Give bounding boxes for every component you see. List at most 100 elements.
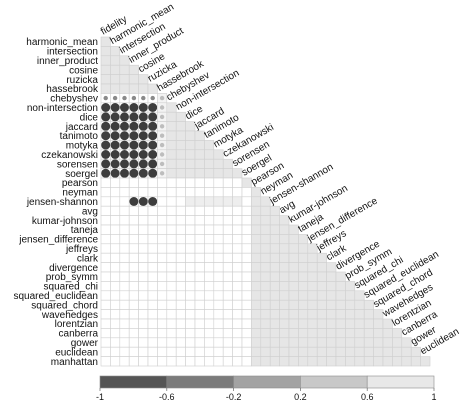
matrix-cell <box>251 328 262 339</box>
matrix-cell <box>166 281 177 292</box>
matrix-cell <box>157 281 168 292</box>
matrix-cell <box>279 234 290 245</box>
legend-tick-label: 1 <box>431 392 436 402</box>
matrix-cell <box>213 271 224 282</box>
matrix-cell <box>185 205 196 216</box>
matrix-cell <box>279 356 290 367</box>
matrix-cell <box>147 234 158 245</box>
matrix-cell <box>288 290 299 301</box>
matrix-cell <box>307 318 318 329</box>
matrix-cell <box>298 328 309 339</box>
correlation-marker <box>159 133 165 138</box>
matrix-cell <box>363 318 374 329</box>
matrix-cell <box>110 74 121 85</box>
matrix-cell <box>241 281 252 292</box>
matrix-cell <box>185 177 196 188</box>
matrix-cell <box>147 356 158 367</box>
matrix-cell <box>119 64 130 75</box>
matrix-cell <box>232 281 243 292</box>
matrix-cell <box>232 215 243 226</box>
matrix-cell <box>110 290 121 301</box>
matrix-cell <box>316 337 327 348</box>
row-label: avg <box>82 206 98 217</box>
row-label: clark <box>77 253 99 264</box>
matrix-cell <box>128 74 139 85</box>
matrix-cell <box>175 318 186 329</box>
matrix-cell <box>251 271 262 282</box>
correlation-marker <box>110 150 120 159</box>
correlation-marker <box>110 103 120 112</box>
correlation-marker <box>129 121 139 131</box>
matrix-cell <box>166 187 177 198</box>
matrix-cell <box>128 281 139 292</box>
matrix-cell <box>260 299 271 310</box>
matrix-cell <box>354 337 365 348</box>
correlation-marker <box>101 103 111 112</box>
matrix-cell <box>138 337 149 348</box>
correlation-marker <box>101 150 111 159</box>
matrix-cell <box>241 271 252 282</box>
matrix-cell <box>382 337 393 348</box>
matrix-cell <box>175 140 186 151</box>
matrix-cell <box>119 299 130 310</box>
matrix-cell <box>119 337 130 348</box>
matrix-cell <box>119 215 130 226</box>
matrix-cell <box>194 337 205 348</box>
matrix-cell <box>157 337 168 348</box>
correlation-marker <box>120 168 129 178</box>
correlation-marker <box>110 131 120 141</box>
matrix-cell <box>110 243 121 254</box>
matrix-cells <box>100 36 431 367</box>
matrix-cell <box>185 328 196 339</box>
matrix-cell <box>175 337 186 348</box>
matrix-cell <box>213 205 224 216</box>
matrix-cell <box>307 346 318 357</box>
row-label: jaccard <box>65 122 98 133</box>
matrix-cell <box>157 224 168 235</box>
correlation-marker <box>129 150 139 159</box>
matrix-cell <box>110 187 121 198</box>
matrix-cell <box>157 187 168 198</box>
matrix-cell <box>128 318 139 329</box>
matrix-cell <box>335 290 346 301</box>
matrix-cell <box>345 356 356 367</box>
matrix-cell <box>204 328 215 339</box>
correlation-marker <box>159 171 165 176</box>
matrix-cell <box>335 281 346 292</box>
correlation-marker <box>138 112 148 122</box>
matrix-cell <box>213 337 224 348</box>
matrix-cell <box>194 328 205 339</box>
matrix-cell <box>213 224 224 235</box>
matrix-cell <box>100 46 111 57</box>
matrix-cell <box>251 243 262 254</box>
row-label: squared_euclidean <box>13 291 98 302</box>
matrix-cell <box>279 337 290 348</box>
matrix-cell <box>213 158 224 169</box>
correlation-marker <box>148 131 158 141</box>
matrix-cell <box>373 346 384 357</box>
matrix-cell <box>241 337 252 348</box>
row-label: jensen_difference <box>18 235 98 246</box>
matrix-cell <box>307 328 318 339</box>
matrix-cell <box>307 290 318 301</box>
matrix-cell <box>279 224 290 235</box>
legend-swatch <box>233 375 301 389</box>
matrix-cell <box>194 356 205 367</box>
matrix-cell <box>326 318 337 329</box>
matrix-cell <box>298 346 309 357</box>
matrix-cell <box>204 262 215 273</box>
matrix-cell <box>222 346 233 357</box>
correlation-marker <box>150 95 155 101</box>
matrix-cell <box>213 168 224 179</box>
matrix-cell <box>110 83 121 94</box>
matrix-cell <box>335 318 346 329</box>
correlation-marker <box>148 168 158 178</box>
matrix-cell <box>232 224 243 235</box>
correlation-marker <box>138 121 148 131</box>
matrix-cell <box>166 318 177 329</box>
matrix-cell <box>204 318 215 329</box>
matrix-cell <box>345 299 356 310</box>
matrix-cell <box>222 318 233 329</box>
matrix-cell <box>175 328 186 339</box>
